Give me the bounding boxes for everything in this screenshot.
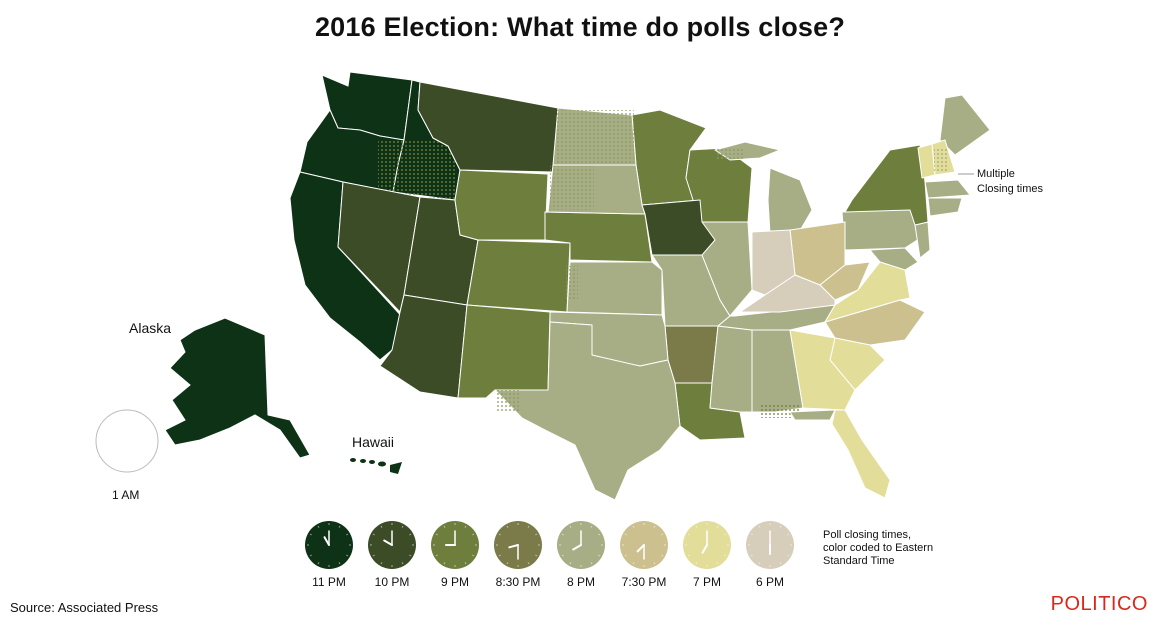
- state-connecticut-ri: [927, 197, 963, 217]
- state-hawaii: [350, 458, 402, 474]
- state-florida: [831, 409, 891, 499]
- alabama-multiple-pattern: [760, 404, 800, 418]
- new-hampshire-multiple-pattern: [934, 148, 948, 172]
- multiple-label-line2: Closing times: [977, 183, 1044, 195]
- multiple-closing-times-label: Multiple Closing times: [977, 167, 1043, 197]
- legend-clock-8-30-pm: [494, 521, 542, 569]
- kansas-multiple-pattern: [566, 266, 578, 300]
- state-wyoming: [454, 169, 549, 241]
- north-dakota-multiple-pattern: [556, 110, 634, 164]
- legend-caption-line1: Poll closing times,: [823, 529, 912, 541]
- legend-clocks: [305, 521, 794, 569]
- texas-multiple-pattern: [496, 390, 520, 412]
- michigan-up-multiple-pattern: [715, 148, 745, 160]
- state-florida-panhandle: [789, 409, 836, 421]
- south-dakota-multiple-pattern: [550, 166, 594, 210]
- state-mississippi: [709, 325, 753, 413]
- state-kansas: [566, 261, 663, 316]
- legend-label: 8:30 PM: [495, 575, 541, 589]
- state-georgia: [789, 329, 856, 411]
- legend-caption: Poll closing times, color coded to Easte…: [823, 529, 963, 568]
- map-title: 2016 Election: What time do polls close?: [314, 12, 846, 42]
- legend-clock-10-pm: [368, 521, 416, 569]
- state-maine: [939, 94, 991, 156]
- state-massachusetts: [924, 179, 971, 199]
- hawaii-label: Hawaii: [352, 434, 395, 450]
- politico-logo: POLITICO: [1050, 593, 1148, 615]
- state-maryland-de: [869, 247, 919, 271]
- legend-caption-line3: Standard Time: [823, 555, 895, 567]
- alaska-inset-circle: [95, 409, 159, 473]
- legend-label: 6 PM: [755, 575, 784, 589]
- legend-clock-8-pm: [557, 521, 605, 569]
- state-iowa: [641, 199, 716, 256]
- legend-clock-6-pm: [746, 521, 794, 569]
- state-kentucky: [739, 274, 836, 313]
- legend-clock-9-pm: [431, 521, 479, 569]
- state-colorado: [466, 239, 571, 313]
- state-virginia: [824, 261, 911, 323]
- source-credit: Source: Associated Press: [10, 600, 159, 615]
- legend-label: 11 PM: [312, 575, 346, 589]
- legend-label: 10 PM: [374, 575, 410, 589]
- legend-caption-line2: color coded to Eastern: [823, 542, 934, 554]
- state-new-mexico: [457, 304, 551, 399]
- idaho-multiple-pattern: [378, 140, 456, 200]
- legend-label: 7:30 PM: [621, 575, 667, 589]
- one-am-label: 1 AM: [112, 488, 140, 502]
- legend-clock-7-30-pm: [620, 521, 668, 569]
- legend-clock-11-pm: [305, 521, 353, 569]
- legend-label: 9 PM: [440, 575, 469, 589]
- multiple-label-line1: Multiple: [977, 168, 1015, 180]
- state-new-york: [844, 144, 929, 226]
- state-alaska: [164, 317, 311, 459]
- state-arkansas: [664, 325, 719, 384]
- state-michigan: [767, 167, 813, 235]
- legend-label: 7 PM: [692, 575, 721, 589]
- alaska-label: Alaska: [129, 320, 172, 336]
- legend-label: 8 PM: [566, 575, 595, 589]
- legend-clock-7-pm: [683, 521, 731, 569]
- state-new-jersey: [914, 221, 931, 259]
